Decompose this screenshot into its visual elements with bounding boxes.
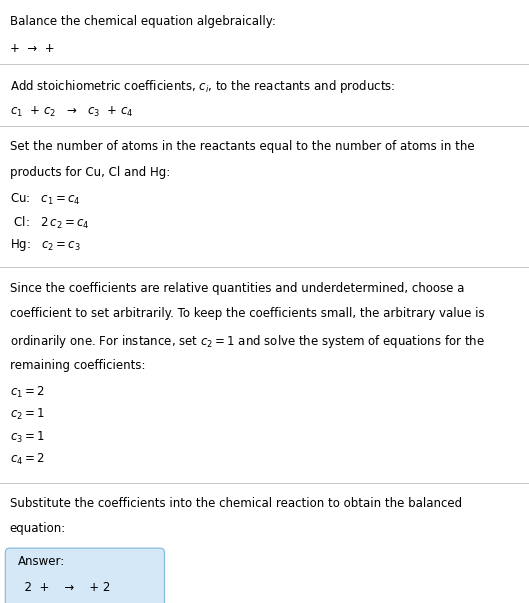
Text: equation:: equation:	[10, 522, 66, 535]
Text: Add stoichiometric coefficients, $c_i$, to the reactants and products:: Add stoichiometric coefficients, $c_i$, …	[10, 78, 395, 95]
Text: coefficient to set arbitrarily. To keep the coefficients small, the arbitrary va: coefficient to set arbitrarily. To keep …	[10, 308, 484, 320]
Text: Substitute the coefficients into the chemical reaction to obtain the balanced: Substitute the coefficients into the che…	[10, 497, 462, 510]
Text: remaining coefficients:: remaining coefficients:	[10, 359, 145, 371]
Text: Balance the chemical equation algebraically:: Balance the chemical equation algebraica…	[10, 15, 276, 28]
Text: 2  +    →    + 2: 2 + → + 2	[17, 581, 111, 594]
Text: Answer:: Answer:	[17, 555, 65, 569]
Text: +  →  +: + → +	[10, 42, 54, 55]
Text: Hg:   $c_2 = c_3$: Hg: $c_2 = c_3$	[10, 237, 80, 253]
Text: Cl:   $2\,c_2 = c_4$: Cl: $2\,c_2 = c_4$	[10, 215, 89, 230]
Text: $c_1$  + $c_2$   →   $c_3$  + $c_4$: $c_1$ + $c_2$ → $c_3$ + $c_4$	[10, 104, 133, 119]
Text: Set the number of atoms in the reactants equal to the number of atoms in the: Set the number of atoms in the reactants…	[10, 140, 474, 154]
Text: $c_3 = 1$: $c_3 = 1$	[10, 429, 44, 444]
Text: $c_2 = 1$: $c_2 = 1$	[10, 407, 44, 422]
Text: Since the coefficients are relative quantities and underdetermined, choose a: Since the coefficients are relative quan…	[10, 282, 464, 295]
Text: Cu:   $c_1 = c_4$: Cu: $c_1 = c_4$	[10, 192, 80, 207]
Text: products for Cu, Cl and Hg:: products for Cu, Cl and Hg:	[10, 166, 170, 179]
Text: ordinarily one. For instance, set $c_2 = 1$ and solve the system of equations fo: ordinarily one. For instance, set $c_2 =…	[10, 333, 485, 350]
FancyBboxPatch shape	[5, 548, 165, 603]
Text: $c_4 = 2$: $c_4 = 2$	[10, 452, 44, 467]
Text: $c_1 = 2$: $c_1 = 2$	[10, 385, 44, 400]
